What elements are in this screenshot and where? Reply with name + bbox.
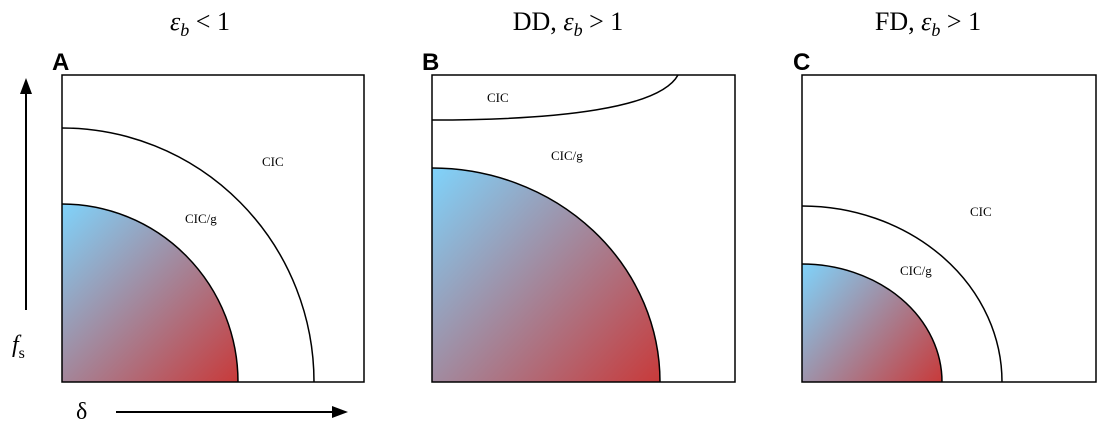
panel-b-label-cicg: CIC/g bbox=[551, 148, 583, 163]
panel-a-title-rel: < 1 bbox=[189, 7, 230, 36]
panel-b: CIC CIC/g bbox=[431, 74, 736, 383]
panel-a-gradient-region bbox=[62, 204, 238, 382]
panel-a-label-cicg: CIC/g bbox=[185, 211, 217, 226]
y-axis-label-main: f bbox=[12, 332, 22, 358]
y-axis-label-sub: s bbox=[19, 345, 25, 362]
panel-b-label-cic: CIC bbox=[487, 90, 509, 105]
panel-b-title-prefix: DD, bbox=[513, 7, 564, 36]
panel-b-lower-boundary bbox=[431, 167, 661, 383]
panel-a-outer-boundary bbox=[61, 127, 315, 383]
x-axis-label: δ bbox=[76, 399, 87, 425]
panel-c-inner-boundary bbox=[801, 263, 943, 383]
y-axis-label: fs bbox=[12, 332, 25, 362]
panel-a-title-sub: b bbox=[180, 20, 189, 40]
panel-a-label-cic: CIC bbox=[262, 154, 284, 169]
panel-c-title-eps: ε bbox=[921, 7, 932, 36]
panel-b-gradient-region bbox=[432, 168, 660, 382]
panel-b-title-eps: ε bbox=[563, 7, 574, 36]
panel-c-frame bbox=[801, 74, 1097, 383]
panel-b-title: DD, εb > 1 bbox=[513, 7, 623, 40]
panel-c-outer-boundary bbox=[801, 205, 1003, 383]
panel-c-gradient-region bbox=[802, 264, 942, 382]
panel-c: CIC CIC/g bbox=[801, 74, 1097, 383]
panel-b-title-rel: > 1 bbox=[583, 7, 624, 36]
panel-b-upper-boundary bbox=[431, 74, 679, 121]
panel-b-frame bbox=[431, 74, 736, 383]
panel-a-title-eps: ε bbox=[170, 7, 181, 36]
panel-c-title: FD, εb > 1 bbox=[875, 7, 981, 40]
panel-c-letter: C bbox=[793, 49, 810, 76]
panel-a-inner-boundary bbox=[61, 203, 239, 383]
y-axis-arrowhead bbox=[20, 78, 32, 94]
panel-c-title-prefix: FD, bbox=[875, 7, 921, 36]
panel-a: CIC CIC/g bbox=[61, 74, 365, 383]
panel-c-title-rel: > 1 bbox=[940, 7, 981, 36]
panel-b-letter: B bbox=[422, 49, 439, 76]
panel-a-frame bbox=[61, 74, 365, 383]
panel-a-letter: A bbox=[52, 49, 69, 76]
panel-c-label-cicg: CIC/g bbox=[900, 263, 932, 278]
x-axis-arrowhead bbox=[332, 406, 348, 418]
panel-c-title-sub: b bbox=[931, 20, 940, 40]
panel-b-title-sub: b bbox=[574, 20, 583, 40]
panel-a-title: εb < 1 bbox=[170, 7, 230, 40]
panel-c-label-cic: CIC bbox=[970, 204, 992, 219]
